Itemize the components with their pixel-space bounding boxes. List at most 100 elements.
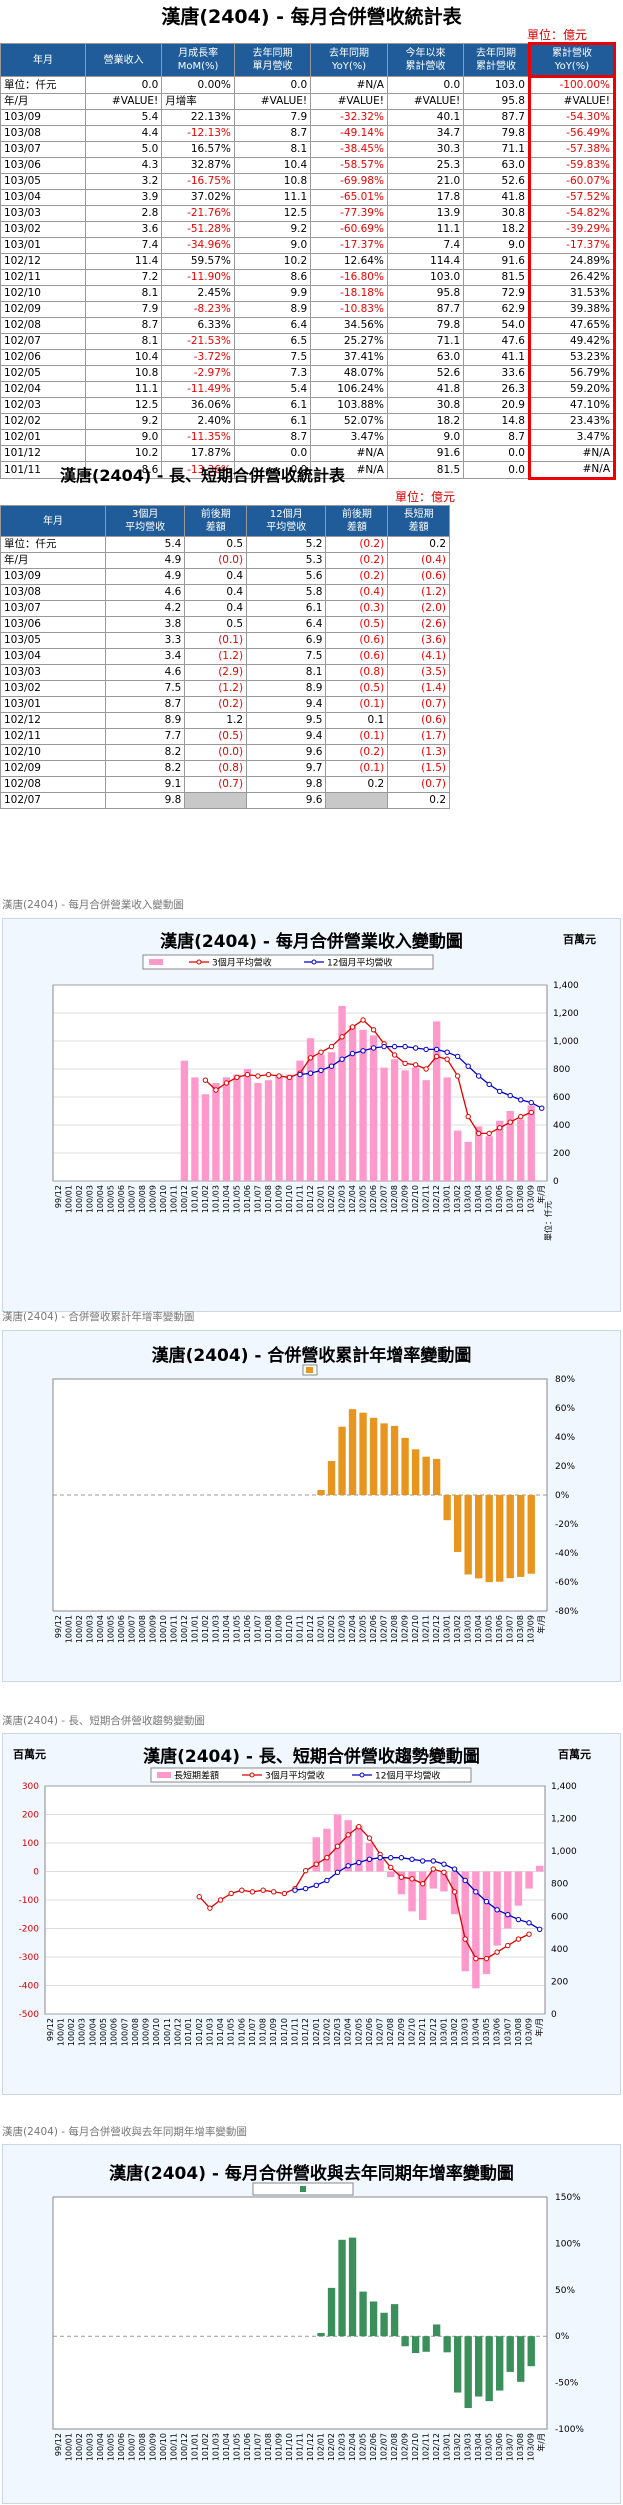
x-tick-label: 102/03 xyxy=(338,2433,347,2461)
x-tick-label: 101/06 xyxy=(243,1185,252,1213)
table-row: 102/05 10.8 -2.97% 7.3 48.07% 52.6 33.6 56.79% xyxy=(0,365,617,382)
revenue-bar xyxy=(517,1119,525,1181)
x-tick-label: 100/02 xyxy=(75,1615,84,1643)
table-cell: 4.6 xyxy=(104,664,186,681)
x-tick-label: 101/04 xyxy=(216,2018,225,2046)
cumulative-yoy-bar xyxy=(475,1495,483,1579)
y-tick-label-left: 300 xyxy=(22,1782,39,1792)
y-tick-label: 150% xyxy=(555,2193,581,2203)
table-cell: -49.14% xyxy=(310,125,388,142)
table-cell: -11.49% xyxy=(161,381,235,398)
undefined-point xyxy=(430,1866,436,1872)
cumulative-yoy-bar xyxy=(317,1489,325,1495)
undefined-point xyxy=(349,1024,356,1030)
table-cell: 102/12 xyxy=(0,253,87,270)
table-cell: 54.0 xyxy=(463,317,530,334)
revenue-bar xyxy=(243,1069,252,1181)
table-cell: (0.1) xyxy=(184,632,248,649)
undefined-point xyxy=(526,1920,532,1926)
table-cell: (0.4) xyxy=(387,552,450,569)
table-cell: -100.00% xyxy=(527,76,617,94)
chart2-caption: 漢唐(2404) - 合併營收累計年增率變動圖 xyxy=(2,1311,195,1323)
long-short-diff-bar xyxy=(525,1871,533,1889)
table-cell: 106.24% xyxy=(310,381,388,398)
legend-box xyxy=(142,954,434,970)
revenue-bar xyxy=(191,1077,199,1181)
x-tick-label: 102/10 xyxy=(411,1185,420,1213)
table-row: 103/04 3.4 (1.2) 7.5 (0.6) (4.1) xyxy=(0,648,450,665)
table-cell: (0.2) xyxy=(325,744,389,761)
table-cell: (0.6) xyxy=(387,712,450,729)
undefined-point xyxy=(505,1942,511,1949)
column-header: 累計營收 YoY(%) xyxy=(527,42,617,78)
table-cell: 63.0 xyxy=(463,157,530,174)
legend-swatch xyxy=(300,2186,306,2192)
x-tick-label: 102/06 xyxy=(365,2018,374,2046)
undefined-point xyxy=(202,1077,209,1083)
cumulative-yoy-bar xyxy=(401,1437,409,1495)
column-header: 長短期 差額 xyxy=(387,505,450,537)
table-cell: 103/01 xyxy=(0,237,87,254)
legend-marker xyxy=(249,1772,255,1778)
table-cell: -39.29% xyxy=(527,221,617,238)
cumulative-yoy-bar xyxy=(411,1449,420,1495)
table-cell: (0.5) xyxy=(325,680,389,697)
table-cell: 103.88% xyxy=(310,397,388,414)
table-cell: (0.0) xyxy=(184,744,248,761)
chart2-svg: 99/12 100/01 100/02 100/03 100/04 100/05 100/0… xyxy=(52,1364,579,1643)
table-cell: 48.07% xyxy=(310,365,388,382)
undefined-point xyxy=(402,1043,408,1050)
undefined-point xyxy=(260,1887,266,1893)
table-cell: 7.9 xyxy=(233,109,312,126)
x-tick-label: 103/07 xyxy=(506,2433,515,2461)
table-cell: 25.27% xyxy=(310,333,388,350)
undefined-point xyxy=(398,1874,405,1880)
legend-label: 3個月平均營收 xyxy=(212,957,272,969)
table-row: 102/09 8.2 (0.8) 9.7 (0.1) (1.5) xyxy=(0,760,450,777)
table-cell: -60.07% xyxy=(527,173,617,190)
table-cell: 8.2 xyxy=(104,760,186,777)
table-cell: 12.64% xyxy=(310,253,388,270)
x-tick-label: 103/03 xyxy=(461,2018,470,2046)
x-tick-label: 102/02 xyxy=(327,1185,336,1213)
table-cell: 62.9 xyxy=(463,301,530,318)
x-tick-label: 年/月 xyxy=(536,2433,546,2452)
undefined-point xyxy=(334,1843,341,1849)
x-tick-label: 101/02 xyxy=(201,1185,210,1213)
undefined-point xyxy=(494,1907,500,1913)
undefined-point xyxy=(497,1125,503,1131)
revenue-bar xyxy=(475,1126,483,1181)
x-tick-label: 101/05 xyxy=(227,2018,236,2046)
monthly-yoy-bar xyxy=(506,2336,514,2372)
table-cell: (0.6) xyxy=(387,568,450,585)
table1-title: 漢唐(2404) - 每月合併營收統計表 xyxy=(161,6,462,28)
column-header: 去年同期 YoY(%) xyxy=(310,43,388,77)
chart4-caption: 漢唐(2404) - 每月合併營收與去年同期年增率變動圖 xyxy=(2,2126,247,2138)
x-tick-label: 102/08 xyxy=(390,1615,399,1643)
x-tick-label: 102/09 xyxy=(401,1615,410,1643)
x-tick-label: 101/08 xyxy=(264,1615,273,1643)
x-tick-label: 100/02 xyxy=(75,1185,84,1213)
table-cell: (0.4) xyxy=(325,584,389,601)
table-cell: 102/09 xyxy=(0,301,87,318)
table-row: 102/02 9.2 2.40% 6.1 52.07% 18.2 14.8 23.43% xyxy=(0,413,617,430)
table2-title: 漢唐(2404) - 長、短期合併營收統計表 xyxy=(60,466,345,485)
x-tick-label: 101/09 xyxy=(269,2018,278,2046)
table-row: 102/09 7.9 -8.23% 8.9 -10.83% 87.7 62.9 39.38% xyxy=(0,301,617,318)
cumulative-yoy-bar xyxy=(496,1495,504,1582)
table-cell: (2.0) xyxy=(387,600,450,617)
legend-label: 長短期差額 xyxy=(174,1770,219,1782)
monthly-yoy-bar xyxy=(496,2336,504,2391)
chart2-title: 漢唐(2404) - 合併營收累計年增率變動圖 xyxy=(151,1346,472,1366)
table-cell: 56.79% xyxy=(527,365,617,382)
x-tick-label: 100/04 xyxy=(88,2018,97,2046)
table-cell: -21.53% xyxy=(161,333,235,350)
undefined-point xyxy=(345,1863,351,1869)
chart1-panel: 漢唐(2404) - 每月合併營業收入變動圖 百萬元 99/12 100/01 10… xyxy=(2,918,621,1312)
monthly-yoy-bar xyxy=(517,2336,525,2382)
x-tick-label: 101/03 xyxy=(211,2433,220,2461)
table-cell: -51.28% xyxy=(161,221,235,238)
x-tick-label: 101/11 xyxy=(291,2018,300,2046)
table-cell: 0.0 xyxy=(463,461,530,479)
